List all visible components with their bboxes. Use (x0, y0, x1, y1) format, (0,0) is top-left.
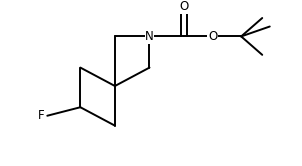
Text: O: O (179, 0, 189, 13)
Text: N: N (145, 30, 154, 43)
Text: F: F (38, 109, 44, 122)
Text: O: O (208, 30, 217, 43)
